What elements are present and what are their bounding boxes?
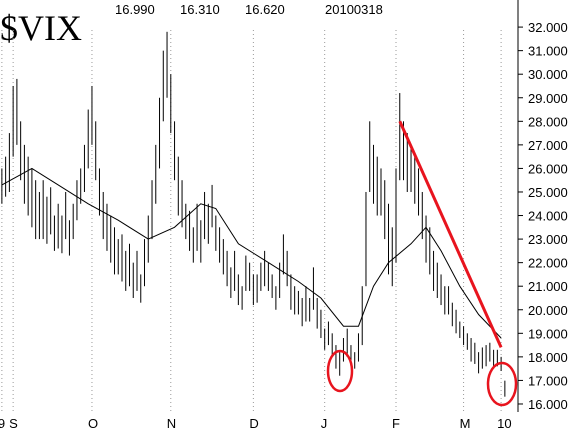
moving-average [1,167,502,339]
y-tick-label: 26.000 [528,161,568,176]
header-value: 16.990 [115,2,155,17]
y-tick-label: 18.000 [528,350,568,365]
y-tick-label: 16.000 [528,397,568,412]
y-tick-label: 20.000 [528,303,568,318]
y-tick-label: 29.000 [528,91,568,106]
y-tick-label: 22.000 [528,256,568,271]
x-tick-label: N [167,416,176,431]
chart-title: $VIX [0,8,82,48]
header-value: 20100318 [325,2,383,17]
x-tick-label: 9 [0,416,5,431]
y-tick-label: 24.000 [528,209,568,224]
annotation-circle [326,349,354,393]
header-value: 16.310 [180,2,220,17]
y-tick-label: 28.000 [528,114,568,129]
x-tick-label: F [392,416,400,431]
header-value: 16.620 [245,2,285,17]
x-tick-label: O [88,416,98,431]
trend-line [398,120,503,349]
y-tick-label: 21.000 [528,279,568,294]
annotation-circle [486,361,518,407]
y-tick-label: 31.000 [528,44,568,59]
x-tick-label: J [321,416,328,431]
y-tick-label: 27.000 [528,138,568,153]
y-tick-label: 19.000 [528,326,568,341]
x-tick-label: S [9,416,18,431]
x-tick-label: M [460,416,471,431]
y-tick-label: 30.000 [528,67,568,82]
x-tick-label: D [249,416,258,431]
y-tick-label: 25.000 [528,185,568,200]
y-tick-label: 17.000 [528,373,568,388]
y-tick-label: 23.000 [528,232,568,247]
y-tick-label: 32.000 [528,20,568,35]
x-tick-label: 10 [497,416,511,431]
